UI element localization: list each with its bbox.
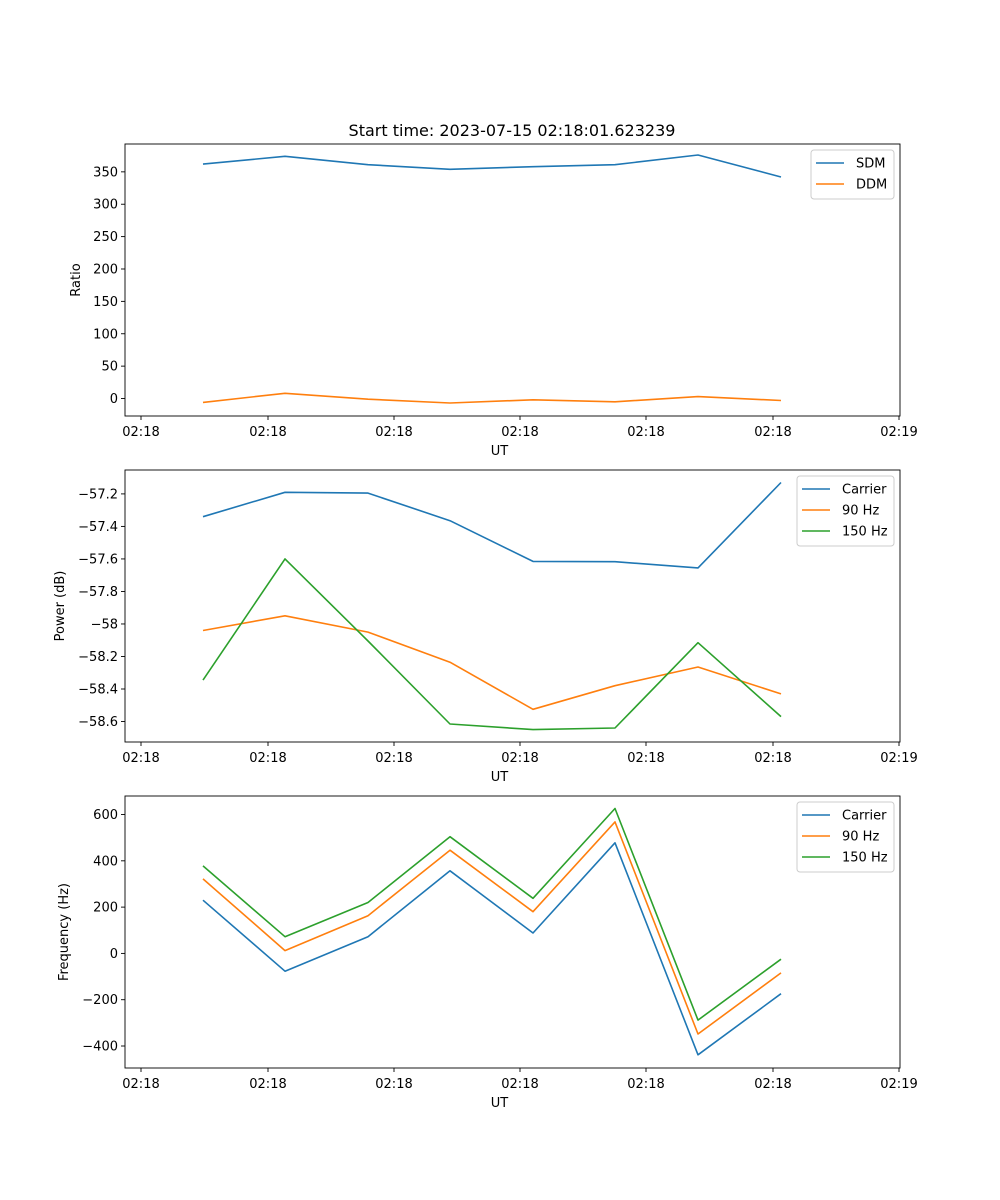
chart-3-x-tick-label: 02:18	[249, 1077, 286, 1092]
chart-1-y-tick-label: 300	[93, 198, 118, 213]
chart-2-x-tick-label: 02:18	[249, 751, 286, 766]
chart-2: 02:18 02:18 02:18 02:18 02:18 02:18 02:19 −58.6…	[53, 469, 918, 785]
chart-3-axes-frame	[124, 795, 901, 1069]
chart-3-y-tick-label: 600	[93, 808, 118, 823]
chart-3: 02:18 02:18 02:18 02:18 02:18 02:18 02:19 −400 −…	[57, 795, 918, 1111]
chart-3-legend-box	[796, 801, 895, 873]
chart-1: 02:18 02:18 02:18 02:18 02:18 02:18 02:19 0 50 10…	[69, 143, 918, 459]
chart-2-y-tick-label: −58.4	[78, 682, 118, 697]
chart-3-x-tick-label: 02:18	[501, 1077, 538, 1092]
chart-1-y-tick-label: 200	[93, 262, 118, 277]
chart-3-y-tick-label: −200	[82, 993, 118, 1008]
chart-3-legend-label: Carrier	[842, 809, 887, 824]
chart-2-legend-label: 150 Hz	[842, 525, 888, 540]
chart-3-y-tick-label: −400	[82, 1040, 118, 1055]
chart-2-series-carrier-line	[202, 481, 782, 569]
chart-1-y-tick-label: 350	[93, 165, 118, 180]
chart-3-x-tick-label: 02:18	[754, 1077, 791, 1092]
chart-3-y-tick-label: 400	[93, 854, 118, 869]
chart-1-y-axis-label: Ratio	[69, 263, 84, 296]
chart-3-series-carrier-line	[202, 841, 782, 1056]
chart-1-x-tick-label: 02:18	[249, 425, 286, 440]
chart-2-y-tick-label: −58	[91, 617, 118, 632]
chart-1-series-ddm-line	[202, 392, 782, 404]
chart-2-legend-label: 90 Hz	[842, 504, 879, 519]
chart-2-series-150-hz-line	[202, 558, 782, 731]
chart-1-legend-label: DDM	[856, 178, 887, 193]
chart-2-y-tick-label: −57.2	[78, 487, 118, 502]
chart-3-x-tick-label: 02:18	[122, 1077, 159, 1092]
chart-1-series-sdm-line	[202, 154, 782, 178]
chart-3-series-90-hz-line	[202, 821, 782, 1035]
chart-3-x-tick-label: 02:18	[375, 1077, 412, 1092]
chart-1-legend: SDM DDM	[810, 149, 895, 200]
chart-2-legend-label: Carrier	[842, 483, 887, 498]
chart-1-x-tick-label: 02:18	[627, 425, 664, 440]
chart-2-series-90-hz-line	[202, 614, 782, 711]
chart-2-x-tick-label: 02:18	[501, 751, 538, 766]
chart-1-x-tick-label: 02:18	[501, 425, 538, 440]
chart-2-x-tick-label: 02:18	[375, 751, 412, 766]
chart-2-axes-frame	[124, 469, 901, 743]
chart-2-x-tick-label: 02:18	[754, 751, 791, 766]
chart-1-y-tick-label: 50	[101, 360, 118, 375]
chart-3-legend: Carrier 90 Hz 150 Hz	[796, 801, 895, 873]
chart-2-y-tick-label: −57.6	[78, 552, 118, 567]
chart-3-legend-label: 150 Hz	[842, 851, 888, 866]
chart-1-x-tick-label: 02:18	[122, 425, 159, 440]
chart-2-y-tick-label: −58.6	[78, 715, 118, 730]
chart-1-y-tick-label: 150	[93, 295, 118, 310]
chart-1-y-tick-label: 250	[93, 230, 118, 245]
chart-3-x-tick-label: 02:19	[880, 1077, 917, 1092]
chart-3-series-150-hz-line	[202, 807, 782, 1021]
chart-2-x-tick-label: 02:18	[122, 751, 159, 766]
chart-3-y-tick-label: 200	[93, 901, 118, 916]
chart-2-x-tick-label: 02:18	[627, 751, 664, 766]
chart-2-y-tick-label: −57.8	[78, 585, 118, 600]
chart-3-y-axis-label: Frequency (Hz)	[57, 883, 72, 981]
chart-1-x-axis-label: UT	[491, 444, 509, 459]
chart-1-x-tick-label: 02:19	[880, 425, 917, 440]
chart-2-y-tick-label: −58.2	[78, 650, 118, 665]
chart-1-x-tick-label: 02:18	[754, 425, 791, 440]
chart-3-y-tick-label: 0	[110, 947, 118, 962]
chart-2-x-tick-label: 02:19	[880, 751, 917, 766]
chart-3-x-axis-label: UT	[491, 1096, 509, 1111]
figure-title: Start time: 2023-07-15 02:18:01.623239	[349, 121, 676, 140]
charts-container: 02:18 02:18 02:18 02:18 02:18 02:18 02:19 0 50 10…	[53, 143, 918, 1111]
chart-1-y-tick-label: 100	[93, 327, 118, 342]
chart-1-y-tick-label: 0	[110, 392, 118, 407]
chart-3-x-tick-label: 02:18	[627, 1077, 664, 1092]
chart-2-legend: Carrier 90 Hz 150 Hz	[796, 475, 895, 547]
chart-2-x-axis-label: UT	[491, 770, 509, 785]
chart-1-legend-label: SDM	[856, 157, 885, 172]
chart-2-y-tick-label: −57.4	[78, 520, 118, 535]
chart-2-legend-box	[796, 475, 895, 547]
chart-1-x-tick-label: 02:18	[375, 425, 412, 440]
chart-3-legend-label: 90 Hz	[842, 830, 879, 845]
chart-2-y-axis-label: Power (dB)	[53, 571, 68, 642]
chart-1-axes-frame	[124, 143, 901, 417]
